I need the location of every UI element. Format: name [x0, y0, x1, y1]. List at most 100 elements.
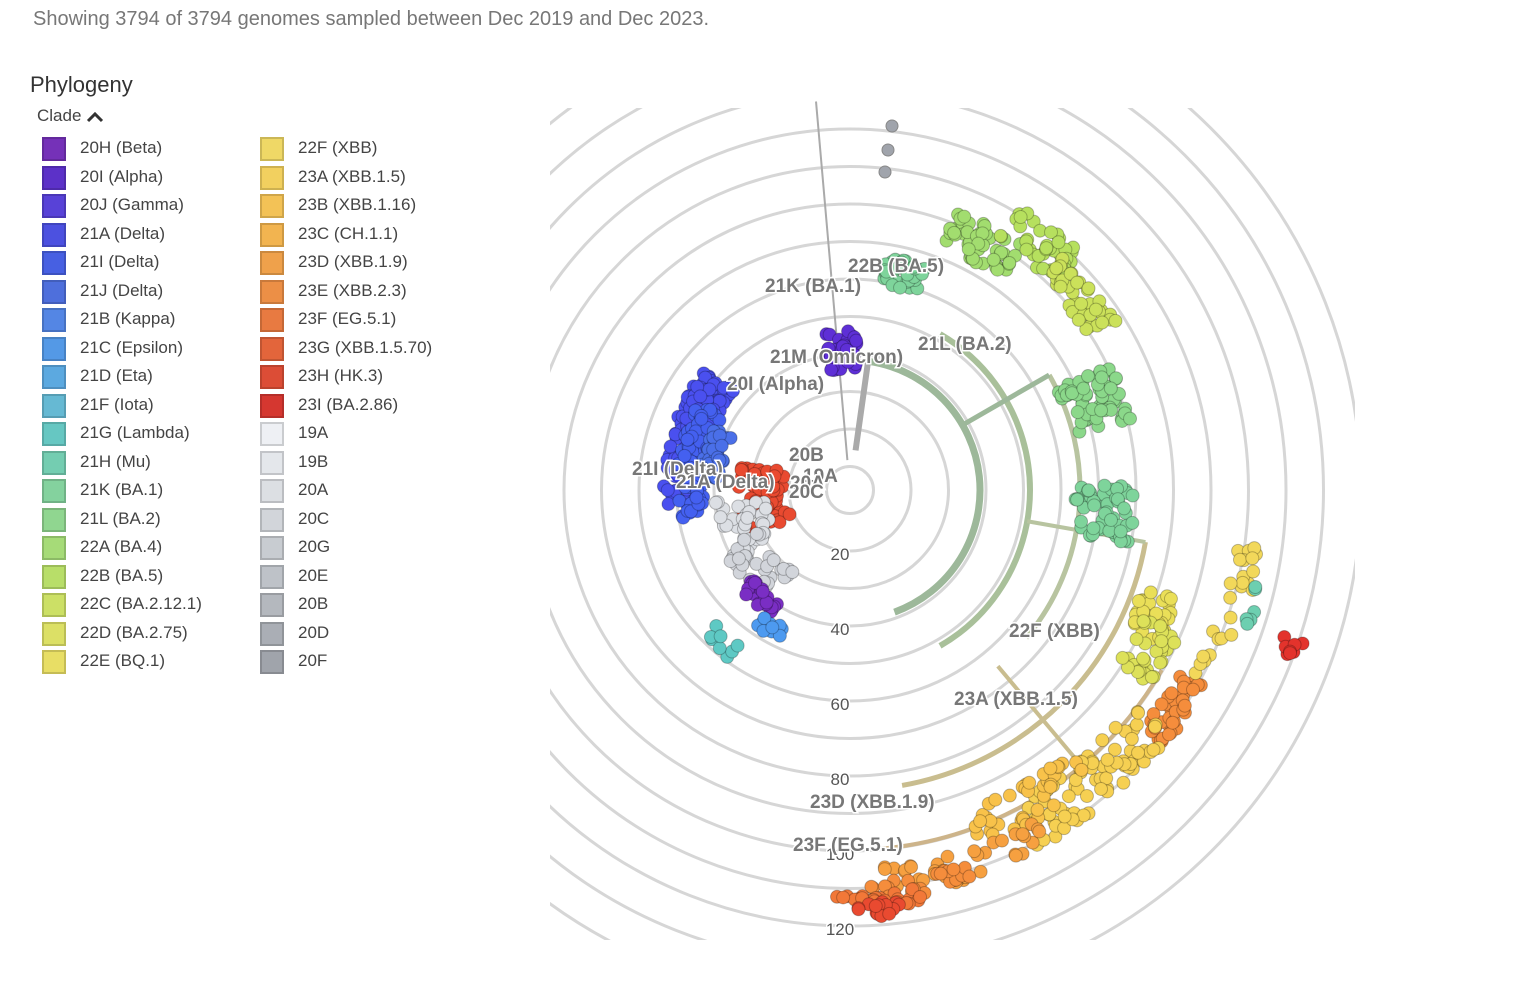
legend-swatch[interactable]	[260, 650, 284, 674]
legend-swatch[interactable]	[260, 593, 284, 617]
legend-swatch[interactable]	[42, 650, 66, 674]
legend-label[interactable]: 21K (BA.1)	[80, 480, 164, 499]
legend-swatch[interactable]	[42, 251, 66, 275]
legend-swatch[interactable]	[42, 137, 66, 161]
legend-label[interactable]: 23B (XBB.1.16)	[298, 195, 417, 214]
legend-label[interactable]: 21D (Eta)	[80, 366, 153, 385]
legend-label[interactable]: 22A (BA.4)	[80, 537, 163, 556]
legend-swatch[interactable]	[42, 165, 66, 190]
legend-label[interactable]: 20B	[298, 594, 329, 613]
legend-swatch[interactable]	[42, 336, 66, 361]
legend-swatch[interactable]	[260, 450, 284, 475]
legend-label[interactable]: 21J (Delta)	[80, 280, 164, 300]
legend-swatch[interactable]	[260, 165, 284, 190]
legend-swatch[interactable]	[42, 536, 66, 560]
legend-label[interactable]: 23D (XBB.1.9)	[298, 252, 408, 271]
legend-label[interactable]: 22B (BA.5)	[80, 565, 164, 585]
legend-label[interactable]: 23G (XBB.1.5.70)	[298, 337, 433, 357]
legend-label[interactable]: 23A (XBB.1.5)	[298, 166, 406, 186]
legend-label[interactable]: 22F (XBB)	[298, 138, 378, 157]
tip	[785, 564, 800, 579]
tip	[1117, 501, 1132, 516]
legend-label[interactable]: 22D (BA.2.75)	[80, 622, 188, 642]
legend-swatch[interactable]	[260, 507, 284, 532]
tip	[753, 475, 768, 490]
legend-label[interactable]: 21F (Iota)	[80, 394, 154, 414]
legend-label[interactable]: 23F (EG.5.1)	[298, 309, 397, 328]
legend-label[interactable]: 23E (XBB.2.3)	[298, 280, 407, 300]
legend-label[interactable]: 20F	[298, 651, 328, 670]
legend-swatch[interactable]	[42, 222, 66, 247]
tip	[891, 261, 906, 276]
legend-swatch[interactable]	[260, 251, 284, 275]
legend-swatch[interactable]	[260, 279, 284, 304]
legend-swatch[interactable]	[42, 479, 66, 503]
legend-label[interactable]: 21G (Lambda)	[80, 423, 190, 442]
legend-label[interactable]: 20J (Gamma)	[80, 195, 184, 214]
legend-swatch[interactable]	[260, 393, 284, 418]
legend-swatch[interactable]	[42, 279, 66, 304]
legend-swatch[interactable]	[42, 194, 66, 218]
legend-label[interactable]: 22E (BQ.1)	[80, 651, 166, 670]
legend-label[interactable]: 21H (Mu)	[80, 451, 151, 471]
legend-label[interactable]: 21I (Delta)	[80, 252, 160, 271]
tip	[993, 228, 1008, 243]
tip	[1124, 731, 1139, 746]
tip	[731, 551, 746, 566]
legend-swatch[interactable]	[260, 222, 284, 247]
tip	[1051, 235, 1066, 250]
tip	[1049, 261, 1064, 276]
legend-swatch[interactable]	[42, 507, 66, 532]
legend-label[interactable]: 22C (BA.2.12.1)	[80, 594, 202, 613]
legend-swatch[interactable]	[260, 621, 284, 646]
legend-toggle[interactable]: Clade	[37, 106, 104, 126]
tip	[1086, 521, 1101, 536]
legend-label[interactable]: 23I (BA.2.86)	[298, 394, 399, 414]
legend-swatch[interactable]	[260, 479, 284, 503]
tip	[709, 470, 724, 485]
legend-label[interactable]: 20H (Beta)	[80, 138, 163, 157]
legend-label[interactable]: 19B	[298, 451, 329, 471]
tip	[1043, 779, 1058, 794]
legend-swatch[interactable]	[260, 336, 284, 361]
clade-label: 21I (Delta)	[632, 459, 723, 480]
legend-swatch[interactable]	[42, 450, 66, 475]
legend-swatch[interactable]	[260, 422, 284, 446]
legend-swatch[interactable]	[42, 308, 66, 332]
tip	[1068, 772, 1083, 787]
legend-swatch[interactable]	[42, 422, 66, 446]
legend-label[interactable]: 20A	[298, 480, 329, 499]
legend-swatch[interactable]	[260, 194, 284, 218]
legend-label[interactable]: 20C	[298, 508, 330, 528]
tip	[725, 383, 740, 398]
legend-label[interactable]: 21A (Delta)	[80, 223, 166, 243]
ring	[550, 127, 1213, 853]
tip	[737, 532, 752, 547]
legend-swatch[interactable]	[260, 365, 284, 389]
legend-label[interactable]: 20I (Alpha)	[80, 166, 164, 186]
clade-label: 23D (XBB.1.9)	[810, 792, 935, 813]
legend-swatch[interactable]	[42, 564, 66, 589]
legend-swatch[interactable]	[260, 137, 284, 161]
legend-swatch[interactable]	[260, 564, 284, 589]
tip	[1094, 781, 1109, 796]
legend-swatch[interactable]	[260, 308, 284, 332]
tip	[712, 641, 727, 656]
legend-swatch[interactable]	[42, 393, 66, 418]
tip	[758, 501, 773, 516]
legend-swatch[interactable]	[42, 365, 66, 389]
legend-label[interactable]: 20D	[298, 622, 330, 642]
legend-label[interactable]: 21B (Kappa)	[80, 309, 176, 328]
legend-label[interactable]: 23H (HK.3)	[298, 366, 384, 385]
legend-swatch[interactable]	[42, 593, 66, 617]
legend-swatch[interactable]	[42, 621, 66, 646]
legend-label[interactable]: 21L (BA.2)	[80, 508, 161, 528]
legend-swatch[interactable]	[260, 536, 284, 560]
legend-label[interactable]: 20E	[298, 565, 329, 585]
tip	[1116, 775, 1131, 790]
legend-label[interactable]: 23C (CH.1.1)	[298, 223, 399, 243]
legend-label[interactable]: 21C (Epsilon)	[80, 337, 183, 357]
tip	[772, 628, 787, 643]
legend-label[interactable]: 20G	[298, 537, 331, 556]
legend-label[interactable]: 19A	[298, 423, 329, 442]
